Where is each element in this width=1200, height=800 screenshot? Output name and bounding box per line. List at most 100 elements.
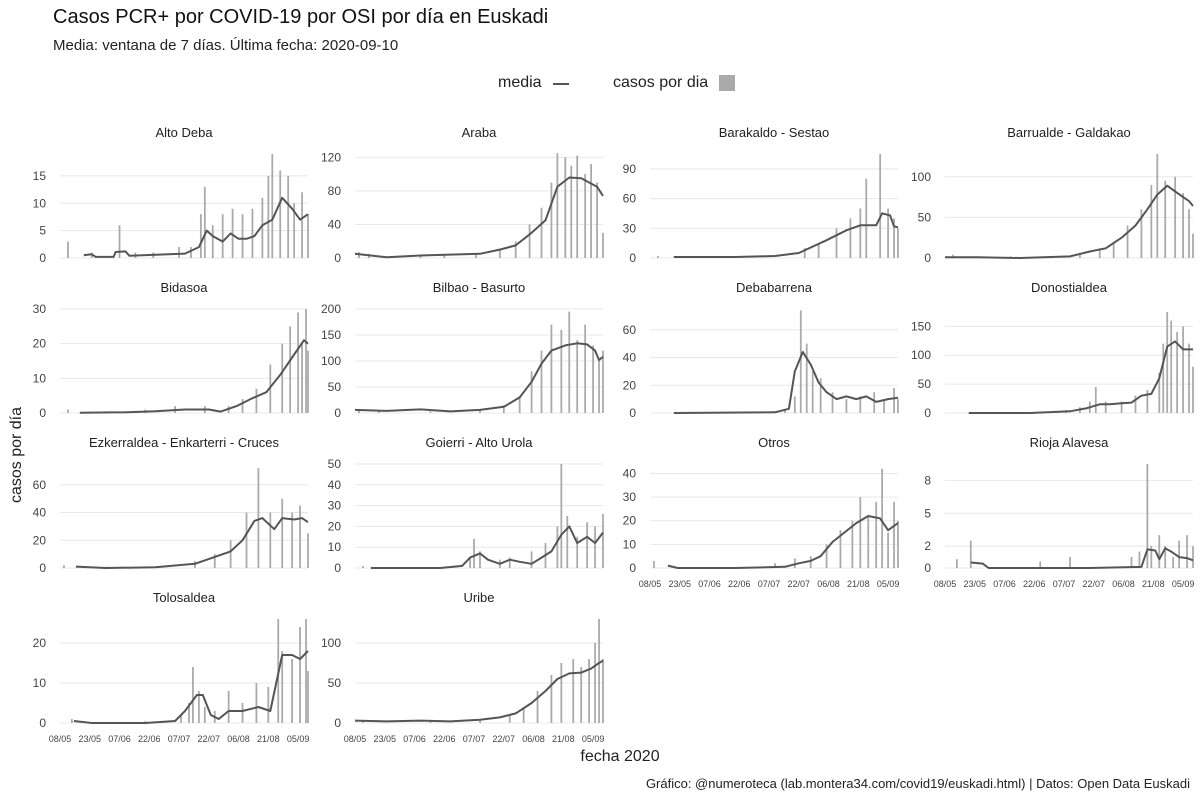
bar bbox=[514, 241, 517, 258]
bar bbox=[1176, 332, 1179, 413]
bar bbox=[799, 310, 802, 413]
y-tick-label: 20 bbox=[623, 378, 637, 392]
panel-title: Uribe bbox=[463, 590, 494, 605]
x-tick-label: 22/06 bbox=[433, 734, 456, 744]
bar bbox=[1174, 176, 1177, 258]
bar bbox=[419, 255, 422, 258]
bar bbox=[859, 208, 862, 258]
bar bbox=[897, 399, 899, 413]
bar bbox=[255, 388, 258, 413]
panel-debabarrena: 0 20 40 60 Debabarrena bbox=[623, 280, 899, 420]
bar bbox=[63, 565, 65, 568]
bar bbox=[257, 468, 260, 568]
y-tick-label: 100 bbox=[911, 348, 931, 362]
x-tick-label: 22/06 bbox=[728, 579, 751, 589]
y-tick-label: 40 bbox=[623, 351, 637, 365]
y-tick-label: 0 bbox=[334, 716, 341, 730]
bar bbox=[1188, 209, 1190, 258]
y-tick-label: 0 bbox=[924, 561, 931, 575]
y-tick-label: 50 bbox=[918, 210, 932, 224]
bar bbox=[540, 207, 543, 258]
bar bbox=[586, 522, 589, 568]
y-tick-label: 60 bbox=[623, 192, 637, 206]
bar bbox=[192, 667, 194, 723]
bar bbox=[550, 182, 553, 258]
y-tick-label: 30 bbox=[623, 221, 637, 235]
bar bbox=[473, 538, 475, 568]
bar bbox=[1094, 387, 1097, 413]
y-tick-label: 10 bbox=[33, 371, 47, 385]
y-tick-label: 0 bbox=[39, 251, 46, 265]
y-tick-label: 50 bbox=[918, 377, 932, 391]
panel-title: Araba bbox=[462, 125, 497, 140]
panel-uribe: 0 50 100 Uribe 08/05 23/05 07/06 22/06 07/07 22/0… bbox=[321, 590, 604, 744]
bar bbox=[576, 340, 579, 413]
mean-line bbox=[354, 342, 604, 413]
bar bbox=[598, 361, 600, 413]
bar bbox=[883, 399, 886, 413]
y-tick-label: 50 bbox=[328, 676, 342, 690]
y-tick-label: 30 bbox=[328, 499, 342, 513]
bar bbox=[1138, 551, 1141, 568]
bar bbox=[1079, 253, 1081, 258]
y-tick-label: 0 bbox=[924, 406, 931, 420]
bar bbox=[602, 659, 604, 723]
x-tick-label: 22/06 bbox=[1023, 579, 1046, 589]
bar bbox=[281, 498, 284, 568]
x-tick-label: 07/06 bbox=[993, 579, 1016, 589]
panel-title: Rioja Alavesa bbox=[1030, 435, 1110, 450]
bar bbox=[301, 343, 303, 413]
bar bbox=[479, 551, 481, 568]
bar bbox=[479, 410, 481, 413]
x-tick-label: 07/06 bbox=[108, 734, 131, 744]
x-tick-label: 07/06 bbox=[698, 579, 721, 589]
bar bbox=[267, 687, 270, 723]
x-tick-label: 08/05 bbox=[49, 734, 72, 744]
bar bbox=[291, 512, 294, 568]
bar bbox=[602, 513, 604, 568]
bar bbox=[305, 309, 307, 413]
bar bbox=[550, 324, 553, 413]
panel-donostialdea: 0 50 100 150 Donostialdea bbox=[911, 280, 1194, 420]
bar bbox=[1098, 248, 1101, 258]
bar bbox=[576, 536, 579, 568]
y-tick-label: 40 bbox=[328, 217, 342, 231]
bar bbox=[429, 411, 432, 413]
legend-label-casos: casos por dia bbox=[613, 74, 709, 91]
bar bbox=[584, 324, 587, 413]
x-tick-label: 08/05 bbox=[934, 579, 957, 589]
mean-line bbox=[354, 659, 604, 723]
bar bbox=[584, 174, 587, 258]
y-tick-label: 0 bbox=[629, 406, 636, 420]
bar bbox=[881, 468, 884, 568]
mean-line bbox=[968, 340, 1193, 414]
bar bbox=[307, 350, 309, 413]
bar bbox=[1150, 546, 1153, 568]
bar bbox=[180, 715, 182, 723]
bar bbox=[528, 224, 531, 258]
bar bbox=[887, 208, 889, 258]
mean-line bbox=[673, 351, 899, 414]
bar bbox=[893, 218, 895, 258]
bar bbox=[875, 501, 878, 568]
y-tick-label: 30 bbox=[33, 302, 47, 316]
panel-barakaldo-sestao: 0 30 60 90 Barakaldo - Sestao bbox=[623, 125, 899, 265]
bar bbox=[969, 540, 972, 568]
y-tick-label: 0 bbox=[629, 251, 636, 265]
x-tick-label: 21/08 bbox=[847, 579, 870, 589]
bar bbox=[518, 397, 521, 413]
x-tick-label: 07/07 bbox=[758, 579, 781, 589]
x-tick-label: 23/05 bbox=[963, 579, 986, 589]
bar bbox=[291, 659, 294, 723]
bar bbox=[229, 540, 232, 568]
y-tick-label: 2 bbox=[924, 539, 931, 553]
bar bbox=[1158, 535, 1161, 568]
bar bbox=[203, 186, 206, 258]
bar bbox=[556, 526, 559, 568]
bar bbox=[793, 396, 796, 413]
x-tick-label: 23/05 bbox=[78, 734, 101, 744]
bar bbox=[241, 399, 244, 413]
bar bbox=[887, 532, 889, 568]
bar bbox=[1120, 401, 1123, 413]
y-tick-label: 100 bbox=[321, 636, 341, 650]
